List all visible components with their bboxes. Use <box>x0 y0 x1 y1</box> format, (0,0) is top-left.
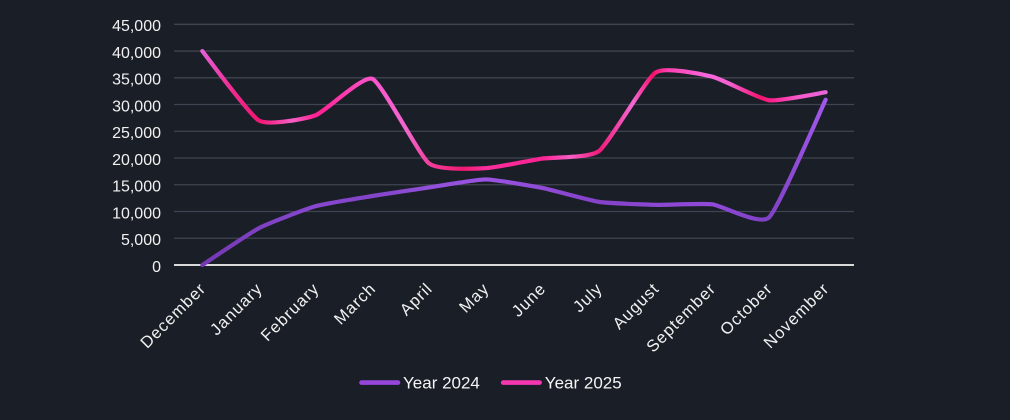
svg-text:15,000: 15,000 <box>112 179 161 196</box>
svg-text:40,000: 40,000 <box>112 45 161 62</box>
svg-text:25,000: 25,000 <box>112 125 161 142</box>
svg-text:Year 2025: Year 2025 <box>545 374 622 393</box>
svg-text:45,000: 45,000 <box>112 18 161 35</box>
svg-text:5,000: 5,000 <box>121 232 161 249</box>
svg-text:Year 2024: Year 2024 <box>403 374 480 393</box>
svg-text:30,000: 30,000 <box>112 98 161 115</box>
svg-text:0: 0 <box>152 259 161 276</box>
svg-text:20,000: 20,000 <box>112 152 161 169</box>
svg-text:35,000: 35,000 <box>112 72 161 89</box>
svg-text:10,000: 10,000 <box>112 205 161 222</box>
